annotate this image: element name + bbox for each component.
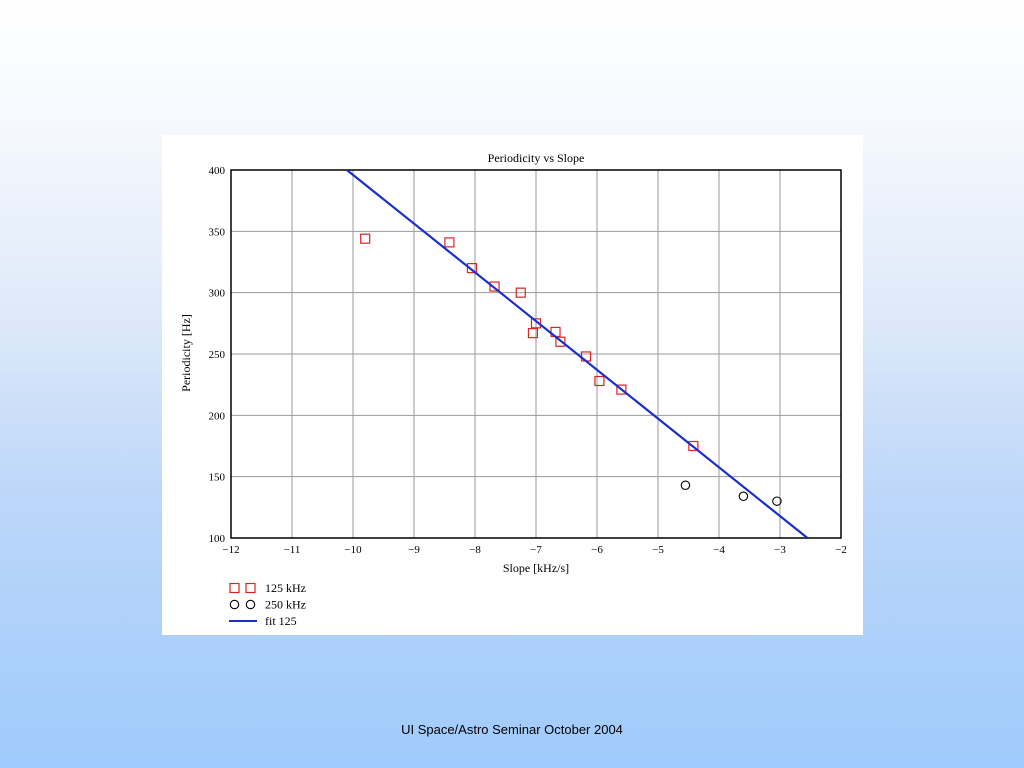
data-point-square [515,287,526,298]
x-tick-label: −7 [530,544,542,556]
x-tick-label: −10 [344,544,362,556]
data-point-square [466,263,478,274]
legend-marker-circle [229,599,240,610]
data-point-square [688,440,699,452]
legend-label: 125 kHz [265,581,306,595]
y-tick-label: 200 [209,410,226,422]
y-axis-label: Periodicity [Hz] [179,314,193,392]
periodicity-chart: −12 −11 −10 −9 −8 −7 −6 −5 −4 −3 −2 100 150 200 250 300… [179,151,847,628]
x-axis-label: Slope [kHz/s] [503,561,569,575]
data-point-square [444,237,455,248]
tick-labels: −12 −11 −10 −9 −8 −7 −6 −5 −4 −3 −2 100 150 200 250 300… [209,165,847,556]
legend-label: fit 125 [265,614,297,628]
legend-marker-square [245,582,256,594]
x-tick-label: −11 [284,544,301,556]
x-tick-label: −2 [835,544,847,556]
fit-line [346,170,809,538]
legend-marker-circle [245,599,256,610]
y-tick-label: 300 [209,288,226,300]
x-tick-label: −4 [713,544,725,556]
x-tick-label: −5 [652,544,664,556]
y-tick-label: 100 [209,533,226,545]
data-point-square [594,375,605,387]
y-tick-label: 350 [209,226,226,238]
plot-frame [230,169,842,539]
x-tick-label: −8 [469,544,481,556]
y-tick-label: 400 [209,165,226,177]
data-series [346,170,809,538]
y-tick-label: 250 [209,349,226,361]
x-tick-label: −9 [408,544,420,556]
data-point-circle [738,491,749,502]
legend-label: 250 kHz [265,598,306,612]
x-tick-label: −12 [222,544,239,556]
data-point-square [527,328,539,339]
legend-marker-square [229,582,240,594]
data-point-square [616,384,627,395]
data-point-circle [772,496,782,506]
x-tick-label: −3 [774,544,786,556]
x-tick-label: −6 [591,544,603,556]
footer-caption: UI Space/Astro Seminar October 2004 [401,722,623,737]
data-point-square [489,281,500,292]
data-point-square [360,233,371,244]
grid-lines [230,169,842,539]
data-point-square [555,336,566,347]
legend: 125 kHz 250 kHz fit 125 [229,581,306,628]
chart-panel: −12 −11 −10 −9 −8 −7 −6 −5 −4 −3 −2 100 150 200 250 300… [162,135,863,635]
data-point-circle [680,480,691,491]
y-tick-label: 150 [209,472,226,484]
chart-title: Periodicity vs Slope [488,151,585,165]
